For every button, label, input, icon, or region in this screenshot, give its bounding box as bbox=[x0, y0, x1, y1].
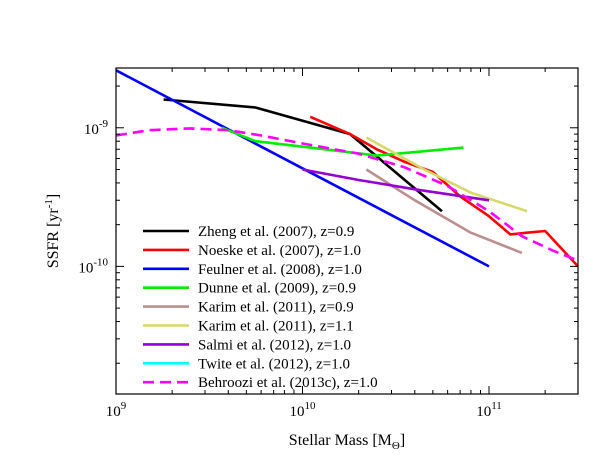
series-line-3 bbox=[221, 126, 464, 157]
series-line-2 bbox=[116, 69, 490, 268]
series-line-0 bbox=[163, 98, 443, 213]
legend-label-5: Karim et al. (2011), z=1.1 bbox=[198, 319, 354, 335]
ticks-layer bbox=[115, 68, 579, 394]
y-tick-label: 10-10 bbox=[78, 256, 108, 276]
plot-frame bbox=[115, 67, 579, 395]
series-layer bbox=[116, 69, 578, 268]
series-line-6 bbox=[302, 168, 490, 202]
legend-label-4: Karim et al. (2011), z=0.9 bbox=[198, 300, 354, 316]
x-tick-label: 1010 bbox=[290, 400, 317, 420]
labels-layer: 109 1010 1011 10-10 10-9 bbox=[78, 118, 501, 420]
legend-label-1: Noeske et al. (2007), z=1.0 bbox=[198, 243, 361, 259]
legend: Zheng et al. (2007), z=0.9 Noeske et al. … bbox=[143, 224, 378, 391]
x-axis-label: Stellar Mass [MΘ] bbox=[289, 432, 405, 452]
legend-label-8: Behroozi et al. (2013c), z=1.0 bbox=[198, 375, 378, 391]
x-tick-label: 109 bbox=[106, 400, 127, 420]
legend-label-0: Zheng et al. (2007), z=0.9 bbox=[198, 224, 354, 240]
legend-label-3: Dunne et al. (2009), z=0.9 bbox=[198, 281, 356, 297]
legend-label-6: Salmi et al. (2012), z=1.0 bbox=[198, 337, 351, 353]
series-line-5 bbox=[365, 136, 528, 213]
legend-label-2: Feulner et al. (2008), z=1.0 bbox=[198, 262, 362, 278]
series-line-8 bbox=[116, 127, 578, 262]
y-tick-label: 10-9 bbox=[84, 118, 109, 138]
y-axis-label: SSFR [yr-1] bbox=[43, 194, 62, 269]
legend-label-7: Twite et al. (2012), z=1.0 bbox=[198, 356, 350, 372]
x-tick-label: 1011 bbox=[476, 400, 502, 420]
